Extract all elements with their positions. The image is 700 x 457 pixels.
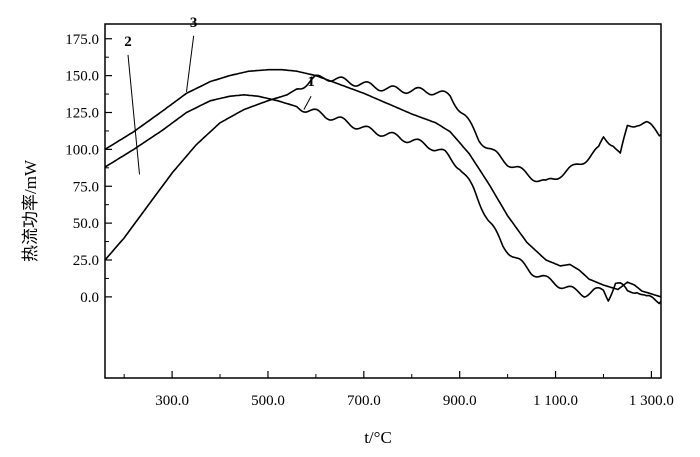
y-tick-label-1: 25.0: [73, 253, 99, 269]
y-tick-label-3: 75.0: [73, 179, 99, 195]
label-leader-0: [185, 35, 195, 92]
y-tick-label-6: 150.0: [65, 69, 99, 85]
series-line-3: [104, 68, 662, 298]
label-leader-1: [303, 96, 312, 110]
x-tick-label-4: 1 100.0: [533, 393, 578, 409]
series-label-3: 3: [190, 15, 198, 31]
axes: 0.0 25.0 50.0 75.0 100.0 125.0 150.0 175.0 300.0…: [21, 23, 674, 447]
y-tick-label-5: 125.0: [65, 106, 99, 122]
x-tick-label-3: 900.0: [443, 393, 477, 409]
x-tick-label-5: 1 300.0: [629, 393, 674, 409]
series-line-1: [104, 94, 662, 305]
y-tick-label-7: 175.0: [65, 32, 99, 48]
series-line-2: [104, 74, 662, 261]
x-axis-title: t/°C: [364, 428, 392, 447]
label-leader-3: [127, 54, 141, 175]
x-tick-label-2: 700.0: [347, 393, 381, 409]
series-label-1: 1: [307, 74, 315, 90]
plot-frame: [104, 23, 662, 379]
plot-area: 1223: [104, 15, 662, 305]
y-tick-label-2: 50.0: [73, 216, 99, 232]
series-label-2-2: 2: [124, 34, 132, 50]
y-tick-label-0: 0.0: [80, 290, 99, 306]
y-tick-label-4: 100.0: [65, 142, 99, 158]
x-tick-label-0: 300.0: [155, 393, 189, 409]
y-axis-title: 热流功率/mW: [21, 159, 40, 262]
x-tick-label-1: 500.0: [251, 393, 285, 409]
